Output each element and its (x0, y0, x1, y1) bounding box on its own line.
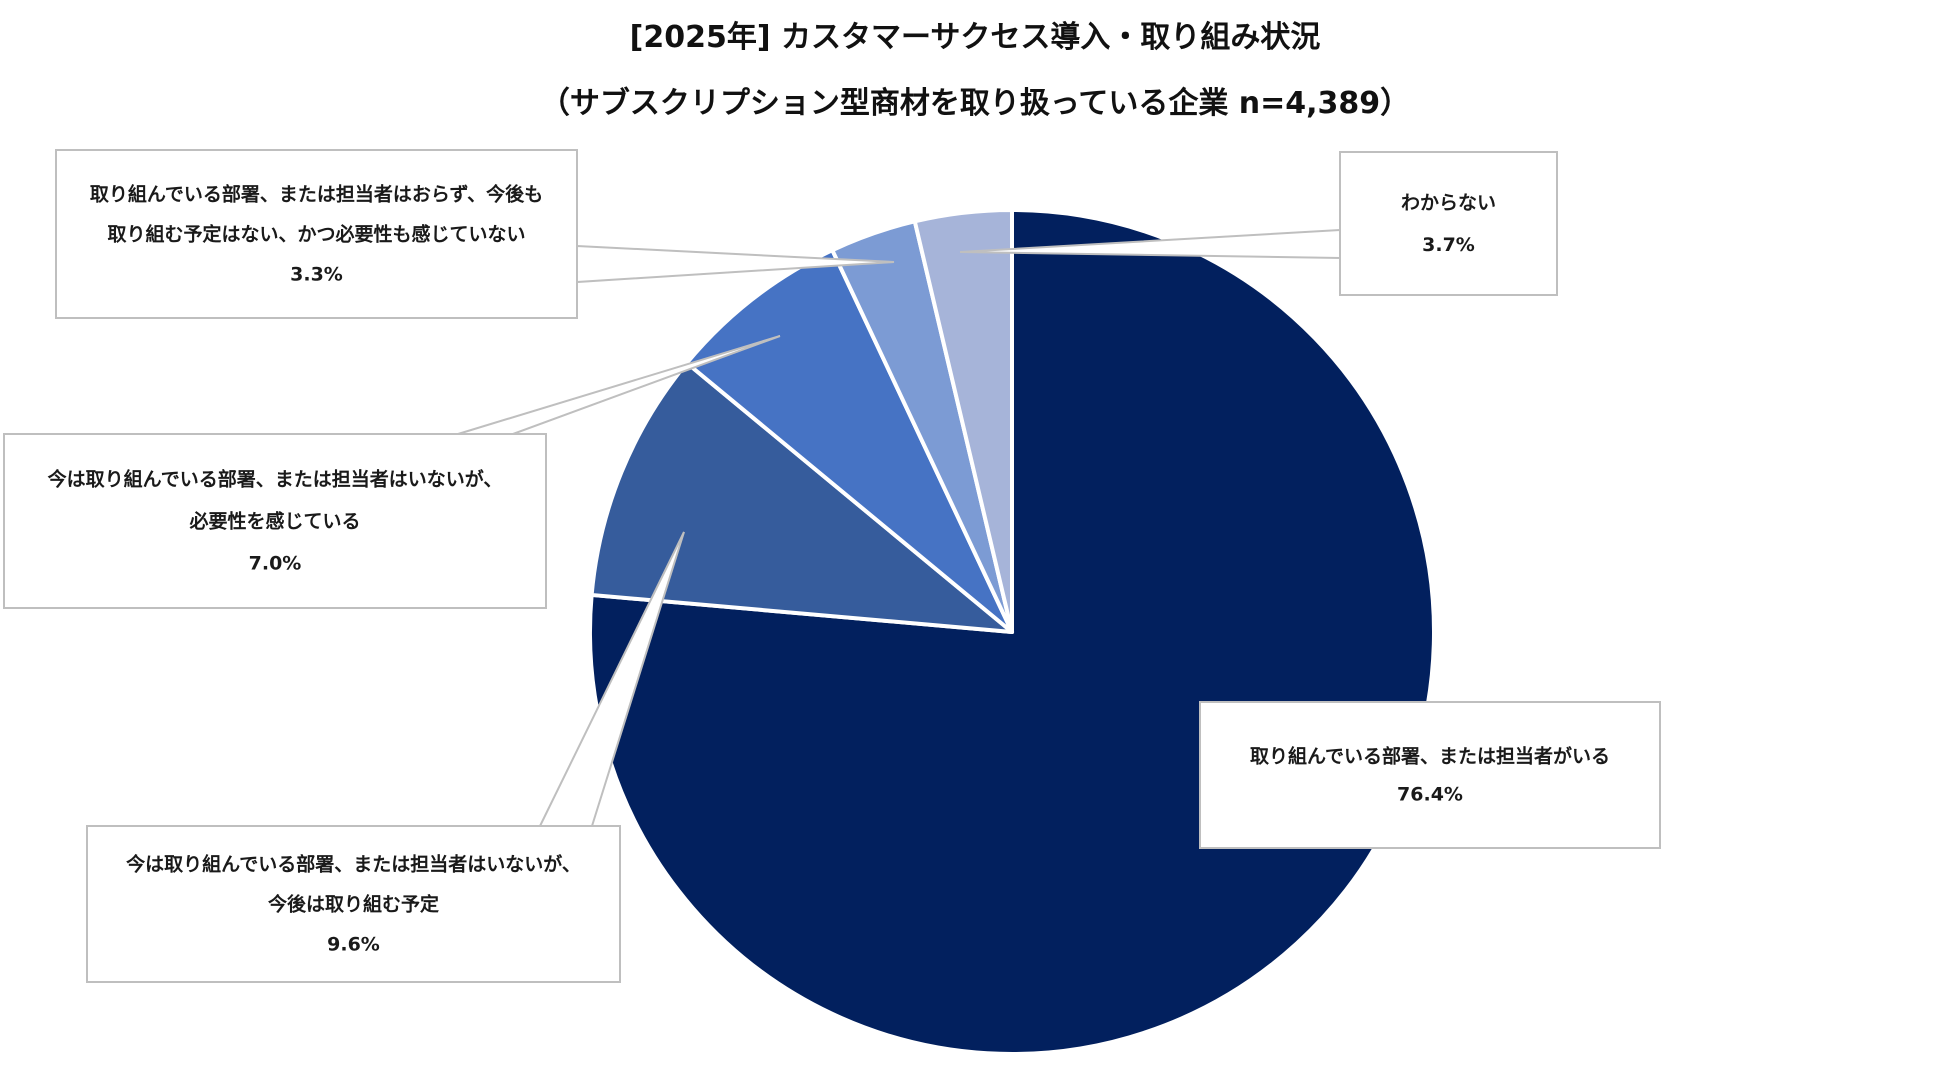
slice-category-label-2-1: 必要性を感じている (188, 510, 360, 533)
callout-1: 今は取り組んでいる部署、または担当者はいないが、今後は取り組む予定 9.6% (86, 825, 621, 983)
slice-category-label-3-0: 取り組んでいる部署、または担当者はおらず、今後も (90, 183, 543, 206)
slice-value-label-1: 9.6% (327, 934, 380, 956)
slice-category-label-4-0: わからない (1401, 192, 1496, 214)
pie-slices (588, 208, 1436, 1056)
callout-box-2 (3, 433, 547, 609)
chart-title: [2025年] カスタマーサクセス導入・取り組み状況 (629, 20, 1321, 55)
callout-box-1 (86, 825, 621, 983)
slice-value-label-0: 76.4% (1397, 784, 1463, 806)
pie-slice-4 (912, 208, 1014, 634)
slice-value-label-4: 3.7% (1422, 234, 1475, 256)
callout-box-0 (1199, 701, 1661, 849)
slice-category-label-1-1: 今後は取り組む予定 (267, 893, 439, 916)
chart-subtitle: （サブスクリプション型商材を取り扱っている企業 n=4,389） (539, 86, 1411, 121)
callout-box-4 (1339, 151, 1558, 296)
callout-0: 取り組んでいる部署、または担当者がいる 76.4% (1199, 701, 1661, 849)
slice-value-label-3: 3.3% (290, 264, 343, 286)
callout-labels: 取り組んでいる部署、または担当者がいる 76.4% 今は取り組んでいる部署、または担… (3, 149, 1661, 983)
slice-category-label-2-0: 今は取り組んでいる部署、または担当者はいないが、 (47, 468, 503, 491)
slice-category-label-3-1: 取り組む予定はない、かつ必要性も感じていない (107, 223, 525, 246)
slice-value-label-2: 7.0% (249, 553, 302, 575)
pie-slice-2 (684, 248, 1014, 634)
callout-3: 取り組んでいる部署、または担当者はおらず、今後も取り組む予定はない、かつ必要性も… (55, 149, 578, 319)
callout-2: 今は取り組んでいる部署、または担当者はいないが、必要性を感じている 7.0% (3, 433, 547, 609)
pie-slice-1 (589, 361, 1014, 634)
slice-category-label-1-0: 今は取り組んでいる部署、または担当者はいないが、 (125, 853, 581, 876)
callout-4: わからない 3.7% (1339, 151, 1558, 296)
slice-category-label-0-0: 取り組んでいる部署、または担当者がいる (1250, 745, 1610, 768)
callout-box-3 (55, 149, 578, 319)
